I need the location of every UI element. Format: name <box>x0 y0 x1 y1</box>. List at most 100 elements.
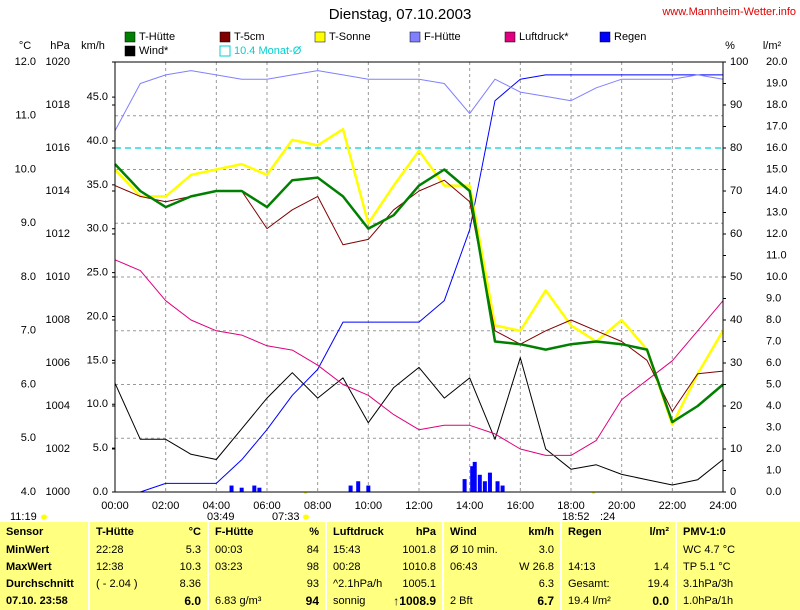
series-line <box>114 70 724 132</box>
y-tick-label: 45.0 <box>87 91 108 103</box>
cell-text: ( - 2.04 ) <box>96 578 138 590</box>
y-tick-label: 18.0 <box>766 99 787 111</box>
y-tick-label: 16.0 <box>766 142 787 154</box>
x-tick-label: 12:00 <box>405 500 433 512</box>
row-label: MaxWert <box>6 561 52 573</box>
y-tick-label: 1.0 <box>766 464 781 476</box>
y-tick-label: 2.0 <box>766 443 781 455</box>
y-tick-label: 15.0 <box>87 354 108 366</box>
y-tick-label: 14.0 <box>766 185 787 197</box>
y-tick-label: 10.0 <box>766 271 787 283</box>
column-unit: % <box>309 526 319 538</box>
y-tick-label: 12.0 <box>766 228 787 240</box>
sun-marker <box>303 514 309 520</box>
column-bg <box>209 522 325 610</box>
legend-label: T-5cm <box>234 31 265 43</box>
cell-text: 2 Bft <box>450 595 473 607</box>
y-tick-label: 6.0 <box>766 357 781 369</box>
cell-value: 6.7 <box>537 594 554 608</box>
column-title: Wind <box>450 526 477 538</box>
y-tick-label: 1010 <box>46 271 70 283</box>
y-tick-label: 35.0 <box>87 179 108 191</box>
cell-text: 03:23 <box>215 561 243 573</box>
x-tick-label: 10:00 <box>355 500 383 512</box>
y-tick-label: 90 <box>730 99 742 111</box>
series-line <box>114 259 724 456</box>
rain-bar <box>462 479 467 492</box>
axis-label: hPa <box>50 40 70 52</box>
rain-bar <box>229 485 234 492</box>
rain-bar <box>482 481 487 492</box>
legend-label: F-Hütte <box>424 31 461 43</box>
column-unit: km/h <box>528 526 554 538</box>
y-tick-label: 9.0 <box>21 217 36 229</box>
y-tick-label: 1000 <box>46 486 70 498</box>
y-tick-label: 70 <box>730 185 742 197</box>
cell-value: 0.0 <box>652 594 669 608</box>
column-title: T-Hütte <box>96 526 134 538</box>
y-tick-label: 17.0 <box>766 120 787 132</box>
x-tick-label: 24:00 <box>709 500 737 512</box>
y-tick-label: 100 <box>730 56 748 68</box>
y-tick-label: 9.0 <box>766 292 781 304</box>
y-tick-label: 10 <box>730 443 742 455</box>
series-line <box>114 357 724 486</box>
x-tick-label: 20:00 <box>608 500 636 512</box>
cell-value: 84 <box>306 544 319 556</box>
column-title: Sensor <box>6 526 44 538</box>
cell-value: 98 <box>306 561 319 573</box>
cell-text: sonnig <box>333 595 366 607</box>
legend-swatch <box>599 31 611 43</box>
annotation: 03:49 <box>207 511 235 522</box>
source: www.Mannheim-Wetter.info <box>661 6 796 18</box>
x-tick-label: 04:00 <box>203 500 231 512</box>
cell-text: 6.83 g/m³ <box>215 595 262 607</box>
cell-value: 5.3 <box>185 544 201 556</box>
chart: Dienstag, 07.10.2003 www.Mannheim-Wetter… <box>10 6 796 522</box>
annotation: 11:19 <box>10 511 37 522</box>
y-tick-label: 1002 <box>46 443 70 455</box>
y-tick-label: 1016 <box>46 142 70 154</box>
y-tick-label: 4.0 <box>21 486 36 498</box>
legend-swatch <box>219 45 231 57</box>
column-title: Regen <box>568 526 602 538</box>
y-tick-label: 10.0 <box>15 163 36 175</box>
rain-bar <box>356 481 361 492</box>
y-tick-label: 19.0 <box>766 77 787 89</box>
cell-text: TP 5.1 °C <box>683 561 731 573</box>
legend-swatch <box>124 31 136 43</box>
column-title: PMV-1:0 <box>683 526 726 538</box>
legend-swatch <box>219 31 231 43</box>
cell-text: 1.0hPa/1h <box>683 595 734 607</box>
rain-bar <box>495 481 500 492</box>
annotation: 07:33 <box>272 511 300 522</box>
y-tick-label: 8.0 <box>21 271 36 283</box>
cell-value: 19.4 <box>647 578 669 590</box>
cell-value: 1.4 <box>653 561 669 573</box>
annotation: :24 <box>600 511 615 522</box>
legend-label: T-Hütte <box>139 31 175 43</box>
y-tick-label: 80 <box>730 142 742 154</box>
column-title: F-Hütte <box>215 526 254 538</box>
column-unit: hPa <box>415 526 436 538</box>
cell-text: Gesamt: <box>568 578 610 590</box>
y-tick-label: 20 <box>730 400 742 412</box>
x-tick-label: 06:00 <box>253 500 281 512</box>
cell-value: 94 <box>305 594 319 608</box>
y-tick-label: 15.0 <box>766 163 787 175</box>
rain-bar <box>472 461 477 492</box>
y-tick-label: 11.0 <box>766 249 787 261</box>
rain-bar <box>348 485 353 492</box>
x-tick-label: 22:00 <box>659 500 687 512</box>
axis-label: km/h <box>81 40 105 52</box>
cell-text: Ø 10 min. <box>450 544 498 556</box>
y-tick-label: 1008 <box>46 314 70 326</box>
legend-label: T-Sonne <box>329 31 371 43</box>
cell-value: 6.3 <box>538 578 554 590</box>
cell-text: 00:28 <box>333 561 361 573</box>
y-tick-label: 10.0 <box>87 398 108 410</box>
rain-bar <box>500 485 505 492</box>
column-bg <box>562 522 675 610</box>
series-line <box>114 163 724 424</box>
